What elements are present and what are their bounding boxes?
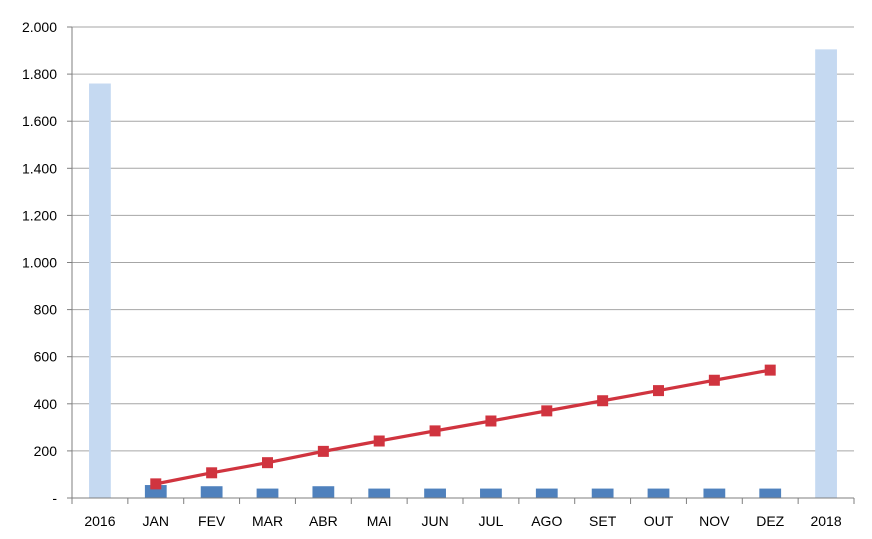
bar-FEV: [200, 486, 223, 498]
x-tick-label: FEV: [198, 513, 226, 529]
y-tick-label: 1.800: [22, 66, 57, 82]
x-tick-label: SET: [589, 513, 617, 529]
x-axis-labels: 2016 JAN FEV MAR ABR MAI JUN JUL AGO SET OUT NOV DEZ…: [84, 513, 842, 529]
y-tick-label: 600: [34, 349, 58, 365]
y-tick-label: 400: [34, 396, 58, 412]
bar-JUN: [424, 488, 446, 498]
y-tick-label: -: [52, 490, 57, 506]
x-tick-label: 2018: [810, 513, 841, 529]
bar-2018: [815, 49, 837, 499]
x-tick-label: AGO: [531, 513, 562, 529]
x-tick-label: ABR: [309, 513, 338, 529]
point-DEZ: [764, 364, 776, 376]
bar-NOV: [703, 488, 726, 498]
bar-MAI: [368, 488, 391, 498]
y-tick-label: 200: [34, 443, 58, 459]
point-JUN: [429, 425, 441, 437]
line-series: [150, 364, 776, 490]
axes: [71, 27, 855, 504]
x-tick-label: 2016: [84, 513, 115, 529]
point-JAN: [150, 478, 162, 490]
x-tick-label: OUT: [644, 513, 674, 529]
y-tick-label: 2.000: [22, 19, 57, 35]
y-tick-label: 1.400: [22, 160, 57, 176]
point-MAI: [373, 435, 385, 447]
x-tick-label: DEZ: [756, 513, 784, 529]
bar-AGO: [535, 488, 558, 498]
point-JUL: [485, 415, 497, 427]
gridlines: [67, 26, 854, 499]
point-FEV: [206, 467, 218, 479]
point-NOV: [708, 374, 720, 386]
point-ABR: [317, 445, 329, 457]
point-AGO: [541, 405, 553, 417]
bar-2016: [89, 83, 111, 499]
x-tick-label: JUL: [478, 513, 503, 529]
y-tick-label: 1.600: [22, 113, 57, 129]
bar-DEZ: [759, 488, 782, 498]
bar-MAR: [256, 488, 279, 498]
y-tick-label: 800: [34, 302, 58, 318]
bar-JUL: [480, 488, 502, 498]
y-axis-labels: - 200 400 600 800 1.000 1.200 1.400 1.600 1.800 2.…: [22, 19, 57, 506]
bar-ABR: [312, 486, 335, 498]
point-SET: [597, 395, 609, 407]
x-tick-label: MAI: [367, 513, 392, 529]
bar-SET: [591, 488, 614, 498]
y-tick-label: 1.000: [22, 255, 57, 271]
bar-OUT: [647, 488, 670, 498]
x-tick-label: NOV: [699, 513, 730, 529]
x-tick-label: JAN: [143, 513, 169, 529]
x-tick-label: MAR: [252, 513, 283, 529]
point-OUT: [653, 385, 664, 397]
x-tick-label: JUN: [421, 513, 448, 529]
bars: [89, 49, 837, 499]
point-MAR: [262, 457, 273, 469]
y-tick-label: 1.200: [22, 207, 57, 223]
line-series-path: [155, 368, 771, 486]
